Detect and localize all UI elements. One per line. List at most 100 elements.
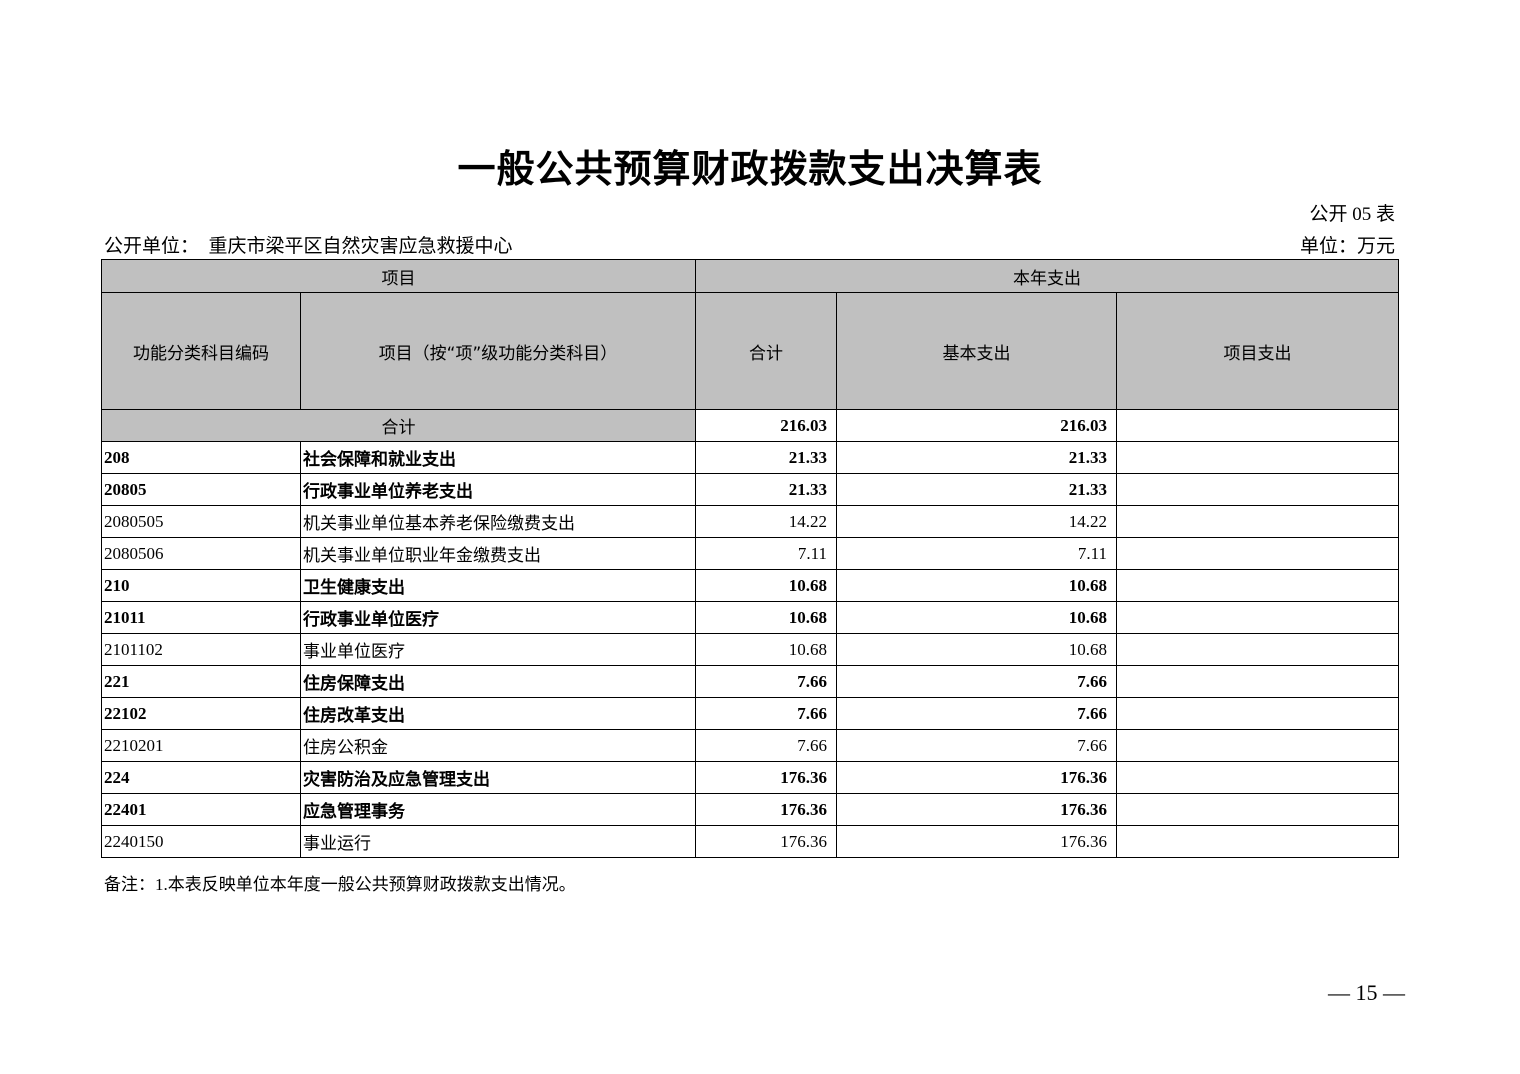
row-total: 21.33 <box>695 441 837 474</box>
table-row: 2080506 机关事业单位职业年金缴费支出 7.11 7.11 <box>101 537 1400 570</box>
row-code: 2080505 <box>101 505 301 538</box>
row-code: 22102 <box>101 697 301 730</box>
row-project <box>1115 729 1400 762</box>
row-code: 2080506 <box>101 537 301 570</box>
row-name: 行政事业单位医疗 <box>300 601 696 634</box>
table-row: 22401 应急管理事务 176.36 176.36 <box>101 793 1400 826</box>
row-name: 事业单位医疗 <box>300 633 696 666</box>
row-basic: 7.66 <box>836 697 1117 730</box>
total-label: 合计 <box>101 409 696 442</box>
row-project <box>1115 601 1400 634</box>
row-total: 10.68 <box>695 601 837 634</box>
row-project <box>1115 697 1400 730</box>
row-basic: 7.66 <box>836 729 1117 762</box>
table-row: 208 社会保障和就业支出 21.33 21.33 <box>101 441 1400 474</box>
row-project <box>1115 537 1400 570</box>
table-row: 2101102 事业单位医疗 10.68 10.68 <box>101 633 1400 666</box>
row-name: 住房保障支出 <box>300 665 696 698</box>
row-total: 176.36 <box>695 761 837 794</box>
row-code: 20805 <box>101 473 301 506</box>
header-code: 功能分类科目编码 <box>101 292 301 410</box>
expense-table: 项目 本年支出 功能分类科目编码 项目（按“项”级功能分类科目） 合计 基本支出… <box>101 259 1400 858</box>
row-project <box>1115 473 1400 506</box>
row-name: 社会保障和就业支出 <box>300 441 696 474</box>
row-name: 住房改革支出 <box>300 697 696 730</box>
row-total: 176.36 <box>695 793 837 826</box>
table-row: 221 住房保障支出 7.66 7.66 <box>101 665 1400 698</box>
row-total: 10.68 <box>695 633 837 666</box>
row-name: 应急管理事务 <box>300 793 696 826</box>
row-basic: 7.11 <box>836 537 1117 570</box>
header-row-group: 项目 本年支出 <box>101 259 1400 293</box>
row-code: 2210201 <box>101 729 301 762</box>
row-total: 7.66 <box>695 665 837 698</box>
row-code: 224 <box>101 761 301 794</box>
header-row-columns: 功能分类科目编码 项目（按“项”级功能分类科目） 合计 基本支出 项目支出 <box>101 292 1400 410</box>
header-item: 项目（按“项”级功能分类科目） <box>300 292 696 410</box>
row-name: 行政事业单位养老支出 <box>300 473 696 506</box>
row-code: 221 <box>101 665 301 698</box>
header-basic: 基本支出 <box>836 292 1117 410</box>
header-project: 项目支出 <box>1115 292 1400 410</box>
table-row: 224 灾害防治及应急管理支出 176.36 176.36 <box>101 761 1400 794</box>
unit-label: 公开单位： <box>104 236 200 257</box>
row-name: 事业运行 <box>300 825 696 858</box>
row-basic: 21.33 <box>836 441 1117 474</box>
header-item-group: 项目 <box>101 259 696 293</box>
row-name: 机关事业单位职业年金缴费支出 <box>300 537 696 570</box>
row-total: 10.68 <box>695 569 837 602</box>
row-basic: 176.36 <box>836 825 1117 858</box>
row-name: 灾害防治及应急管理支出 <box>300 761 696 794</box>
row-basic: 7.66 <box>836 665 1117 698</box>
row-code: 2240150 <box>101 825 301 858</box>
row-basic: 10.68 <box>836 569 1117 602</box>
table-row: 22102 住房改革支出 7.66 7.66 <box>101 697 1400 730</box>
row-total: 7.66 <box>695 697 837 730</box>
header-expense-group: 本年支出 <box>694 259 1400 293</box>
row-project <box>1115 665 1400 698</box>
footnote: 备注：1.本表反映单位本年度一般公共预算财政拨款支出情况。 <box>104 875 576 894</box>
page-title: 一般公共预算财政拨款支出决算表 <box>457 149 1043 191</box>
row-total: 21.33 <box>695 473 837 506</box>
unit-name: 重庆市梁平区自然灾害应急救援中心 <box>208 236 513 257</box>
row-basic: 176.36 <box>836 793 1117 826</box>
table-row: 210 卫生健康支出 10.68 10.68 <box>101 569 1400 602</box>
row-basic: 176.36 <box>836 761 1117 794</box>
table-row: 2210201 住房公积金 7.66 7.66 <box>101 729 1400 762</box>
row-basic: 14.22 <box>836 505 1117 538</box>
row-total: 14.22 <box>695 505 837 538</box>
row-total: 7.66 <box>695 729 837 762</box>
table-row: 2080505 机关事业单位基本养老保险缴费支出 14.22 14.22 <box>101 505 1400 538</box>
row-basic: 10.68 <box>836 633 1117 666</box>
row-project <box>1115 633 1400 666</box>
row-code: 210 <box>101 569 301 602</box>
row-code: 21011 <box>101 601 301 634</box>
row-code: 2101102 <box>101 633 301 666</box>
row-name: 卫生健康支出 <box>300 569 696 602</box>
total-row: 合计 216.03 216.03 <box>101 409 1400 442</box>
header-total: 合计 <box>695 292 837 410</box>
table-row: 21011 行政事业单位医疗 10.68 10.68 <box>101 601 1400 634</box>
row-total: 176.36 <box>695 825 837 858</box>
row-total: 7.11 <box>695 537 837 570</box>
row-project <box>1115 441 1400 474</box>
page-number: — 15 — <box>1328 980 1405 1005</box>
table-row: 2240150 事业运行 176.36 176.36 <box>101 825 1400 858</box>
total-basic: 216.03 <box>836 409 1117 442</box>
row-basic: 21.33 <box>836 473 1117 506</box>
table-row: 20805 行政事业单位养老支出 21.33 21.33 <box>101 473 1400 506</box>
row-project <box>1115 505 1400 538</box>
total-project <box>1115 409 1400 442</box>
row-basic: 10.68 <box>836 601 1117 634</box>
currency-unit: 单位：万元 <box>1299 236 1395 257</box>
row-project <box>1115 793 1400 826</box>
form-number: 公开 05 表 <box>1309 204 1395 225</box>
row-project <box>1115 569 1400 602</box>
row-code: 22401 <box>101 793 301 826</box>
row-code: 208 <box>101 441 301 474</box>
total-total: 216.03 <box>695 409 837 442</box>
row-name: 机关事业单位基本养老保险缴费支出 <box>300 505 696 538</box>
reporting-unit: 公开单位： 重庆市梁平区自然灾害应急救援中心 <box>104 231 513 258</box>
row-name: 住房公积金 <box>300 729 696 762</box>
row-project <box>1115 761 1400 794</box>
